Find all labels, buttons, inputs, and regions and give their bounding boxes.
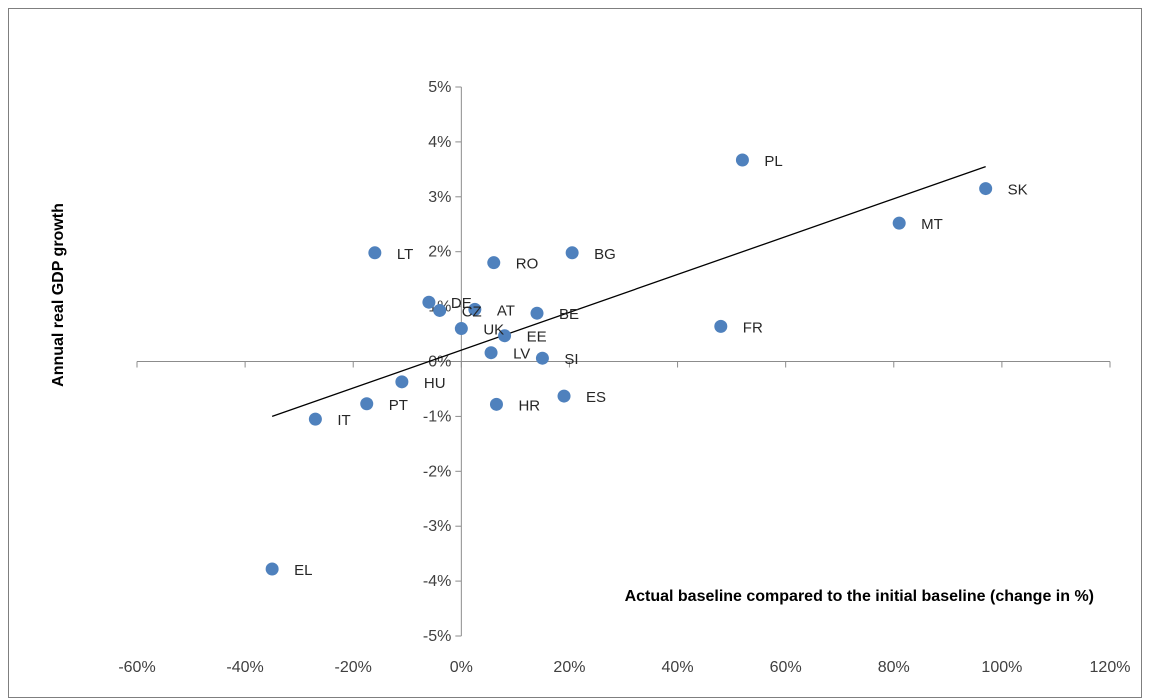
- data-point-lt: [368, 246, 382, 260]
- data-point-cz: [433, 303, 447, 317]
- y-tick-label: 3%: [428, 189, 451, 206]
- data-point-si: [535, 351, 549, 365]
- y-tick-label: 0%: [428, 354, 451, 371]
- point-label-de: DE: [451, 295, 472, 312]
- x-tick-label: -20%: [335, 659, 372, 676]
- point-label-pl: PL: [764, 153, 782, 170]
- x-axis-title: Actual baseline compared to the initial …: [625, 588, 1094, 605]
- data-points: [265, 153, 993, 576]
- point-label-es: ES: [586, 389, 606, 406]
- x-tick-label: -60%: [118, 659, 155, 676]
- y-tick-label: -1%: [423, 408, 451, 425]
- point-label-cz: CZ: [462, 303, 482, 320]
- point-label-fr: FR: [743, 319, 763, 336]
- point-label-hu: HU: [424, 375, 446, 392]
- data-point-es: [557, 389, 571, 403]
- y-tick-label: -5%: [423, 628, 451, 645]
- point-label-lt: LT: [397, 246, 413, 263]
- trendline: [271, 165, 986, 418]
- data-point-mt: [892, 216, 906, 230]
- data-point-el: [265, 562, 279, 576]
- trendline-group: [271, 165, 986, 418]
- axes: -60% -40% -20% 0% 20% 40% 60% 80% 100% 120% 5% 4% 3%…: [118, 79, 1130, 676]
- point-label-si: SI: [564, 351, 578, 368]
- x-tick-label: 100%: [981, 659, 1022, 676]
- point-label-bg: BG: [594, 246, 616, 263]
- point-label-ro: RO: [516, 256, 539, 273]
- data-point-at: [468, 302, 482, 316]
- data-point-uk: [454, 322, 468, 336]
- x-tick-label: 20%: [553, 659, 585, 676]
- point-label-mt: MT: [921, 216, 943, 233]
- x-tick-label: 120%: [1090, 659, 1131, 676]
- y-tick-label: 4%: [428, 134, 451, 151]
- point-label-sk: SK: [1008, 182, 1028, 199]
- data-point-bg: [565, 246, 579, 260]
- data-point-hu: [395, 375, 409, 389]
- data-point-ee: [498, 329, 512, 343]
- x-tick-label: -40%: [226, 659, 263, 676]
- x-tick-label: 60%: [770, 659, 802, 676]
- y-tick-label: 2%: [428, 244, 451, 261]
- point-label-el: EL: [294, 562, 312, 579]
- data-point-sk: [979, 182, 993, 196]
- data-point-pl: [735, 153, 749, 167]
- point-label-it: IT: [337, 412, 350, 429]
- point-label-ee: EE: [527, 329, 547, 346]
- chart-frame: [8, 8, 1142, 698]
- point-label-at: AT: [497, 302, 515, 319]
- y-tick-label: 5%: [428, 79, 451, 96]
- point-label-uk: UK: [483, 322, 504, 339]
- data-point-ro: [487, 256, 501, 270]
- data-point-hr: [489, 397, 503, 411]
- point-label-hr: HR: [518, 397, 540, 414]
- data-point-it: [308, 412, 322, 426]
- y-tick-label: -4%: [423, 573, 451, 590]
- data-point-be: [530, 306, 544, 320]
- data-point-lv: [484, 346, 498, 360]
- y-tick-label: -3%: [423, 518, 451, 535]
- data-point-fr: [714, 319, 728, 333]
- x-tick-label: 40%: [662, 659, 694, 676]
- data-point-pt: [360, 397, 374, 411]
- data-point-de: [422, 295, 436, 309]
- point-label-lv: LV: [513, 346, 530, 363]
- point-label-pt: PT: [389, 397, 408, 414]
- scatter-chart: -60% -40% -20% 0% 20% 40% 60% 80% 100% 120% 5% 4% 3%…: [50, 79, 1130, 676]
- y-axis-title: Annual real GDP growth: [50, 203, 67, 387]
- x-tick-label: 0%: [450, 659, 473, 676]
- point-label-be: BE: [559, 306, 579, 323]
- x-tick-label: 80%: [878, 659, 910, 676]
- y-tick-label: -2%: [423, 463, 451, 480]
